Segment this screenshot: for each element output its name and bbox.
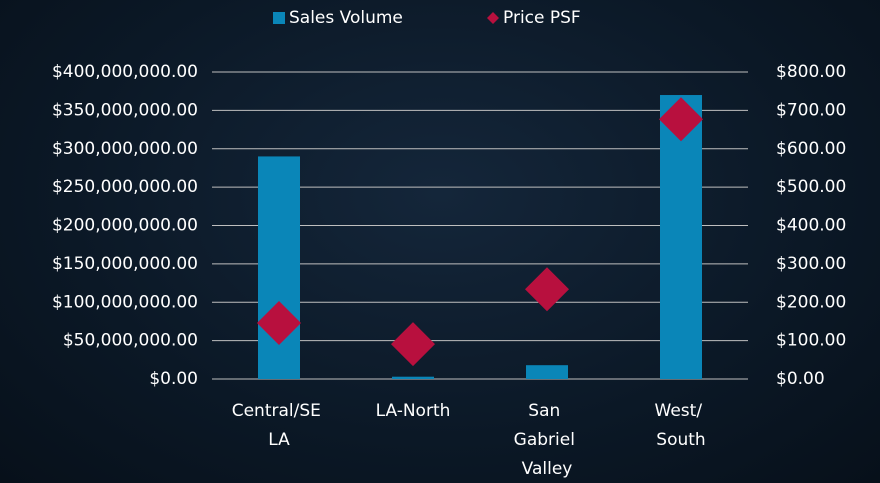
bar — [526, 365, 568, 379]
y2-tick-label: $400.00 — [776, 216, 846, 236]
marker — [391, 322, 435, 367]
y2-tick-label: $200.00 — [776, 292, 846, 312]
y-tick-label: $350,000,000.00 — [52, 100, 198, 120]
bar — [258, 156, 300, 379]
y-tick-label: $400,000,000.00 — [52, 62, 198, 82]
legend-swatch — [273, 12, 285, 24]
y2-tick-label: $800.00 — [776, 62, 846, 82]
y-tick-label: $150,000,000.00 — [52, 254, 198, 274]
x-tick-label: Central/SE LA — [232, 401, 327, 450]
legend-label: Price PSF — [503, 8, 581, 28]
x-tick-label: LA-North — [376, 401, 451, 421]
y2-tick-label: $100.00 — [776, 331, 846, 351]
x-tick-label: West/ South — [655, 401, 708, 450]
y-tick-label: $0.00 — [149, 369, 198, 389]
y2-tick-label: $0.00 — [776, 369, 825, 389]
y2-tick-label: $600.00 — [776, 139, 846, 159]
y-tick-label: $250,000,000.00 — [52, 177, 198, 197]
y2-tick-label: $500.00 — [776, 177, 846, 197]
legend-swatch — [487, 12, 499, 24]
legend-label: Sales Volume — [289, 8, 403, 28]
y-tick-label: $200,000,000.00 — [52, 216, 198, 236]
y2-tick-label: $300.00 — [776, 254, 846, 274]
y-tick-label: $100,000,000.00 — [52, 292, 198, 312]
x-tick-label: San Gabriel Valley — [514, 401, 581, 479]
marker — [659, 97, 703, 142]
marker — [257, 300, 301, 345]
bar — [660, 95, 702, 380]
y-tick-label: $50,000,000.00 — [63, 331, 198, 351]
marker — [525, 267, 569, 312]
y-tick-label: $300,000,000.00 — [52, 139, 198, 159]
y2-tick-label: $700.00 — [776, 100, 846, 120]
bar — [392, 376, 434, 379]
